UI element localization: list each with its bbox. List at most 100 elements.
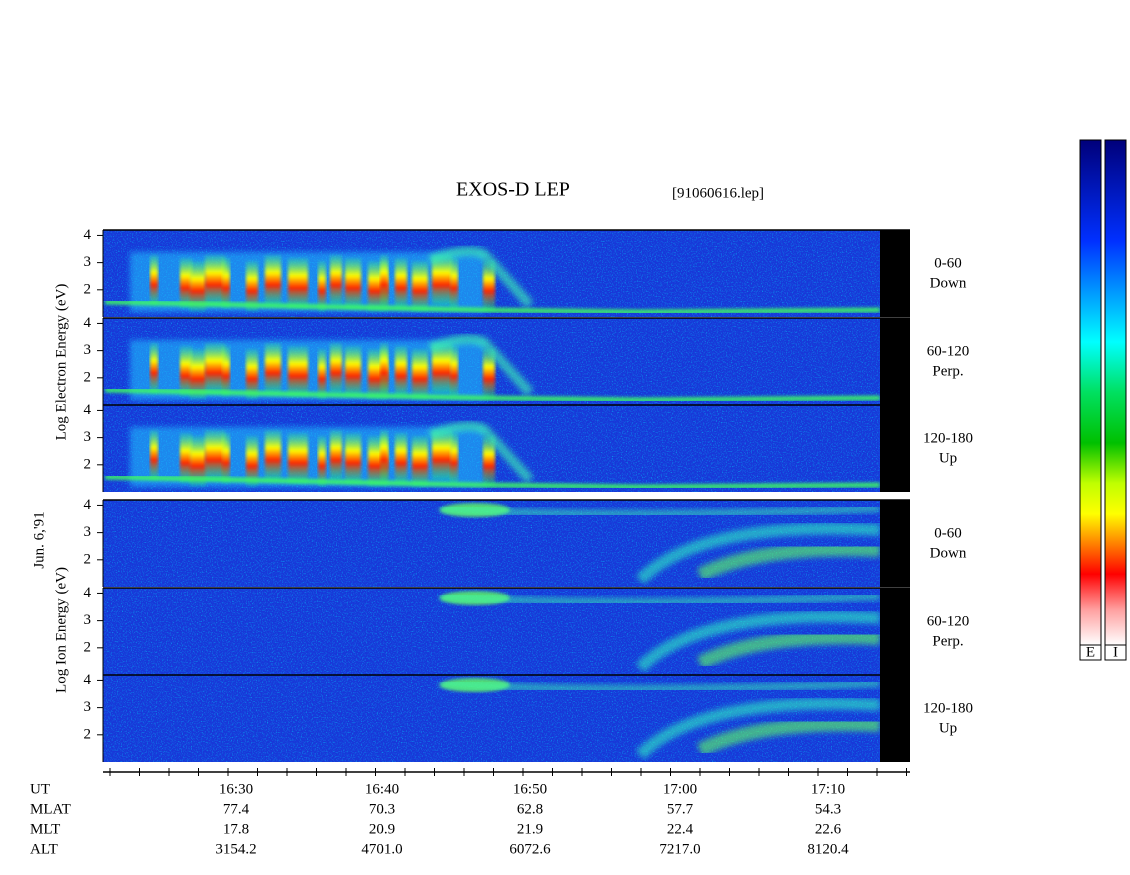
burst — [380, 255, 388, 305]
ion-arc — [635, 522, 880, 585]
row-label: MLAT — [30, 801, 71, 817]
y-tick-label: 3 — [84, 254, 92, 270]
fill-gap — [880, 675, 910, 762]
y-tick-label: 2 — [84, 726, 92, 742]
ion-arc — [635, 697, 880, 760]
x-value: 16:50 — [513, 781, 547, 797]
y-tick-label: 3 — [84, 524, 92, 540]
burst — [205, 430, 225, 480]
burst — [288, 433, 308, 483]
panel-body — [103, 675, 880, 762]
y-tick-label: 2 — [84, 369, 92, 385]
panel-range: 60-120 — [927, 343, 970, 359]
low-band — [104, 299, 880, 315]
burst — [432, 343, 452, 393]
spectrogram-panel: 2 3 4 60-120 Perp. — [84, 585, 969, 675]
burst — [205, 255, 225, 305]
spectrogram-panel: 2 3 4 60-120 Perp. — [84, 315, 970, 405]
title: EXOS-D LEP — [456, 179, 570, 201]
burst — [246, 436, 258, 486]
x-value: 70.3 — [369, 801, 395, 817]
colorbar-label: E — [1086, 644, 1095, 660]
panel-body — [103, 405, 880, 492]
burst — [222, 258, 230, 308]
burst — [265, 343, 281, 393]
colorbar — [1104, 139, 1127, 646]
fill-gap — [880, 318, 910, 405]
fill-gap — [880, 500, 910, 587]
y-tick-label: 3 — [84, 342, 92, 358]
burst — [483, 349, 495, 399]
panel-direction: Down — [930, 275, 967, 291]
edge — [428, 246, 534, 309]
ion-arc — [696, 630, 880, 670]
x-value: 57.7 — [667, 801, 694, 817]
y-tick-label: 4 — [84, 227, 92, 243]
burst — [450, 258, 458, 308]
y-tick-label: 2 — [84, 551, 92, 567]
burst — [222, 346, 230, 396]
fill-gap — [880, 405, 910, 492]
ion-y-label: Log Ion Energy (eV) — [53, 567, 69, 693]
y-tick-label: 4 — [84, 402, 92, 418]
burst — [246, 261, 258, 311]
burst — [483, 436, 495, 486]
burst — [150, 430, 158, 480]
x-value: 6072.6 — [509, 841, 551, 857]
x-value: 8120.4 — [807, 841, 849, 857]
burst — [345, 433, 361, 483]
burst — [246, 349, 258, 399]
panel-body — [103, 230, 880, 317]
x-value: 3154.2 — [215, 841, 256, 857]
fill-gap — [880, 230, 910, 317]
burst — [222, 433, 230, 483]
x-value: 77.4 — [223, 801, 250, 817]
spectrogram-panel: 2 3 4 0-60 Down — [84, 227, 967, 317]
burst — [345, 258, 361, 308]
panel-direction: Down — [930, 545, 967, 561]
x-value: 22.4 — [667, 821, 694, 837]
spectrogram-panel: 2 3 4 120-180 Up — [84, 672, 973, 762]
y-tick-label: 2 — [84, 639, 92, 655]
panel-direction: Perp. — [932, 633, 963, 649]
panel-range: 120-180 — [923, 430, 973, 446]
row-label: UT — [30, 781, 50, 797]
y-tick-label: 2 — [84, 281, 92, 297]
burst — [450, 433, 458, 483]
burst — [330, 343, 342, 393]
colorbar-label-box — [1104, 644, 1127, 661]
x-value: 7217.0 — [659, 841, 700, 857]
date: Jun. 6,'91 — [31, 511, 47, 568]
low-band — [104, 474, 880, 490]
y-tick-label: 4 — [84, 497, 92, 513]
ion-top — [439, 679, 880, 693]
x-value: 17.8 — [223, 821, 249, 837]
ion-arc — [696, 717, 880, 757]
burst — [265, 255, 281, 305]
burst — [395, 433, 407, 483]
y-tick-label: 3 — [84, 612, 92, 628]
burst — [190, 349, 206, 399]
x-value: 62.8 — [517, 801, 543, 817]
electron-y-label: Log Electron Energy (eV) — [53, 284, 69, 441]
x-value: 20.9 — [369, 821, 395, 837]
burst — [412, 436, 428, 486]
spectrogram-panel: 2 3 4 0-60 Down — [84, 497, 967, 587]
x-value: 4701.0 — [361, 841, 402, 857]
row-label: ALT — [30, 841, 58, 857]
panel-range: 0-60 — [934, 525, 962, 541]
burst — [395, 346, 407, 396]
burst — [432, 255, 452, 305]
burst — [318, 436, 326, 486]
ion-arc — [696, 542, 880, 582]
row-label: MLT — [30, 821, 60, 837]
x-value: 22.6 — [815, 821, 842, 837]
x-value: 17:00 — [663, 781, 697, 797]
x-value: 17:10 — [811, 781, 845, 797]
file-name: [91060616.lep] — [672, 185, 764, 201]
colorbar-label-box — [1079, 644, 1102, 661]
edge — [428, 421, 534, 484]
burst — [412, 349, 428, 399]
y-tick-label: 4 — [84, 672, 92, 688]
